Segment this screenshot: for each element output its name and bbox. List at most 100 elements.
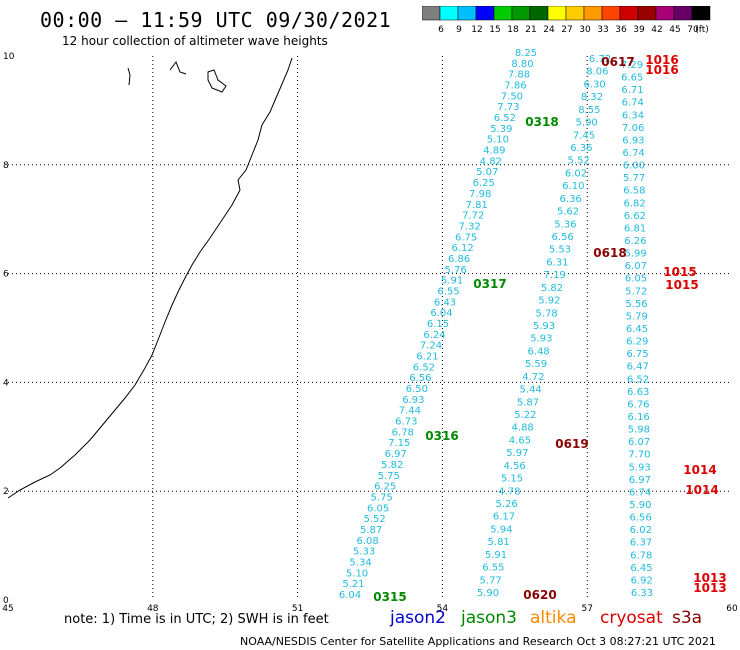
color-tick-label: 42 — [651, 25, 662, 35]
swh-value: 5.93 — [628, 462, 650, 473]
swh-value: 5.10 — [487, 135, 509, 146]
swh-value: 6.21 — [416, 352, 438, 363]
color-tick-label: 30 — [579, 25, 591, 35]
swh-value: 6.12 — [452, 243, 474, 254]
swh-value: 6.00 — [623, 161, 645, 172]
swh-value: 6.56 — [409, 373, 431, 384]
swh-value: 6.37 — [630, 538, 652, 549]
swh-value: 6.17 — [493, 512, 515, 523]
pass-label: 1015 — [665, 278, 698, 292]
swh-value: 7.86 — [504, 81, 526, 92]
swh-value: 7.19 — [544, 270, 566, 281]
swh-value: 6.16 — [628, 412, 650, 423]
swh-value: 7.29 — [621, 60, 643, 71]
swh-value: 6.78 — [392, 427, 414, 438]
swh-value: 6.48 — [528, 346, 550, 357]
swh-value: 6.75 — [626, 349, 648, 360]
swh-value: 6.02 — [630, 525, 652, 536]
swh-value: 4.56 — [504, 461, 526, 472]
color-tick-label: 15 — [489, 25, 500, 35]
swh-value: 6.25 — [473, 178, 495, 189]
swh-value: 5.59 — [525, 359, 547, 370]
coastline-path — [7, 57, 293, 499]
swh-value: 5.22 — [514, 410, 536, 421]
swh-value: 7.81 — [466, 200, 488, 211]
swh-value: 8.80 — [511, 59, 533, 70]
color-tick-label: 27 — [561, 25, 572, 35]
x-tick-label: 48 — [147, 604, 159, 614]
swh-value: 5.21 — [342, 579, 364, 590]
swh-value: 6.97 — [385, 449, 407, 460]
legend-cryosat: cryosat — [600, 608, 663, 628]
coastline — [7, 57, 293, 499]
swh-value: 6.08 — [356, 536, 378, 547]
color-unit-label: (ft) — [695, 25, 709, 35]
color-tick-label: 39 — [633, 25, 645, 35]
swh-value: 6.47 — [627, 362, 649, 373]
swh-value: 6.72 — [589, 54, 611, 65]
pass-labels: 0315 0316 0317 0318 0620 0619 0618 0617 10131013… — [373, 53, 726, 604]
swh-value: 5.53 — [549, 245, 571, 256]
color-tick-label: 21 — [525, 25, 536, 35]
swh-value: 6.55 — [482, 563, 504, 574]
swh-value: 6.36 — [570, 143, 592, 154]
pass-label: 0317 — [473, 277, 506, 291]
color-swatch — [691, 6, 711, 21]
swh-value: 4.65 — [509, 435, 531, 446]
swh-value: 6.50 — [406, 384, 428, 395]
swh-value: 7.73 — [497, 102, 519, 113]
swh-value: 6.10 — [562, 181, 584, 192]
swh-value: 5.91 — [485, 550, 507, 561]
swh-value: 8.32 — [581, 92, 603, 103]
swh-value: 7.70 — [628, 450, 650, 461]
swh-value: 6.78 — [630, 550, 652, 561]
swh-value: 4.78 — [498, 486, 520, 497]
swh-value: 5.76 — [444, 265, 466, 276]
swh-value: 5.62 — [557, 207, 579, 218]
pass-label: 1016 — [645, 53, 678, 67]
swh-value: 6.02 — [565, 168, 587, 179]
y-tick-label: 0 — [3, 596, 9, 606]
swh-value: 6.74 — [623, 148, 645, 159]
y-axis-labels: 0 2 4 6 8 10 — [3, 52, 15, 606]
pass-label: 0619 — [555, 437, 588, 451]
swh-value: 5.87 — [360, 525, 382, 536]
swh-value: 5.33 — [353, 547, 375, 558]
pass-label: 0315 — [373, 590, 406, 604]
x-tick-label: 54 — [437, 604, 449, 614]
swh-value: 5.07 — [476, 167, 498, 178]
swh-value: 5.99 — [624, 249, 646, 260]
y-tick-label: 10 — [3, 52, 15, 62]
swh-value: 7.44 — [399, 406, 421, 417]
swh-value: 6.52 — [413, 362, 435, 373]
x-axis-labels: 45 48 51 54 57 60 — [2, 604, 738, 614]
pass-label: 0617 — [601, 55, 634, 69]
swh-value: 6.05 — [625, 274, 647, 285]
swh-value: 5.77 — [480, 575, 502, 586]
swh-value: 6.07 — [625, 261, 647, 272]
swh-value: 6.45 — [630, 563, 652, 574]
x-tick-label: 51 — [292, 604, 303, 614]
swh-value: 6.82 — [623, 198, 645, 209]
swh-value: 6.74 — [629, 487, 651, 498]
swh-value: 5.82 — [381, 460, 403, 471]
swh-value: 6.86 — [448, 254, 470, 265]
swh-value: 5.39 — [490, 124, 512, 135]
swh-value: 6.56 — [552, 232, 574, 243]
legend-altika: altika — [530, 608, 577, 628]
swh-value: 5.10 — [346, 568, 368, 579]
swh-value: 5.77 — [623, 173, 645, 184]
swh-value: 5.92 — [538, 296, 560, 307]
swh-value: 5.52 — [364, 514, 386, 525]
swh-value: 5.78 — [536, 308, 558, 319]
pass-label: 1014 — [683, 463, 716, 477]
swh-value: 6.92 — [631, 575, 653, 586]
swh-value: 6.07 — [628, 437, 650, 448]
swh-value: 4.82 — [480, 156, 502, 167]
legend-jason2: jason2 — [390, 608, 446, 628]
swh-value: 8.06 — [586, 67, 608, 78]
swh-value: 5.75 — [371, 492, 393, 503]
y-tick-label: 4 — [3, 378, 9, 388]
swh-value: 6.74 — [622, 98, 644, 109]
